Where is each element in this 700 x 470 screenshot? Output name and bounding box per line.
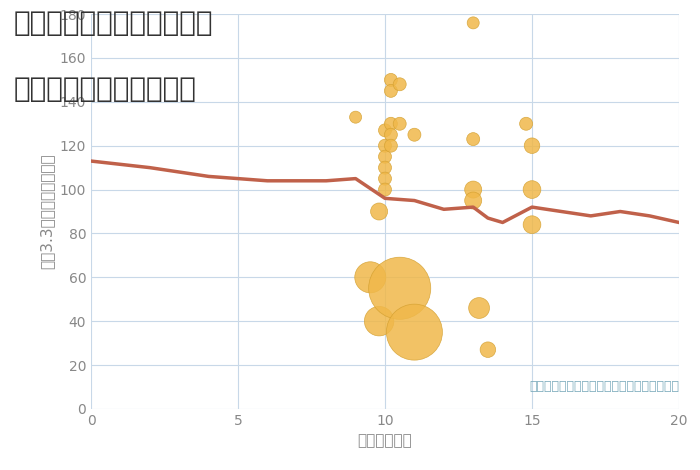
Point: [526, 221, 538, 228]
Point: [379, 186, 391, 193]
Y-axis label: 坪（3.3㎡）単価（万円）: 坪（3.3㎡）単価（万円）: [39, 154, 54, 269]
Point: [385, 142, 396, 149]
Point: [473, 304, 484, 312]
Point: [365, 274, 376, 281]
Point: [374, 208, 385, 215]
Point: [379, 126, 391, 134]
Point: [526, 142, 538, 149]
X-axis label: 駅距離（分）: 駅距離（分）: [358, 433, 412, 448]
Point: [385, 131, 396, 139]
Point: [385, 120, 396, 127]
Point: [409, 329, 420, 336]
Point: [385, 76, 396, 84]
Text: 駅距離別中古戸建て価格: 駅距離別中古戸建て価格: [14, 75, 197, 103]
Point: [468, 186, 479, 193]
Point: [379, 142, 391, 149]
Point: [468, 135, 479, 143]
Point: [468, 19, 479, 27]
Text: 埼玉県川口市鳩ヶ谷緑町の: 埼玉県川口市鳩ヶ谷緑町の: [14, 9, 213, 38]
Point: [482, 346, 493, 353]
Point: [350, 113, 361, 121]
Point: [379, 153, 391, 160]
Point: [394, 284, 405, 292]
Point: [394, 80, 405, 88]
Point: [409, 131, 420, 139]
Point: [374, 317, 385, 325]
Point: [385, 87, 396, 94]
Point: [468, 197, 479, 204]
Point: [394, 120, 405, 127]
Text: 円の大きさは、取引のあった物件面積を示す: 円の大きさは、取引のあった物件面積を示す: [529, 380, 679, 393]
Point: [521, 120, 532, 127]
Point: [526, 186, 538, 193]
Point: [379, 175, 391, 182]
Point: [379, 164, 391, 172]
